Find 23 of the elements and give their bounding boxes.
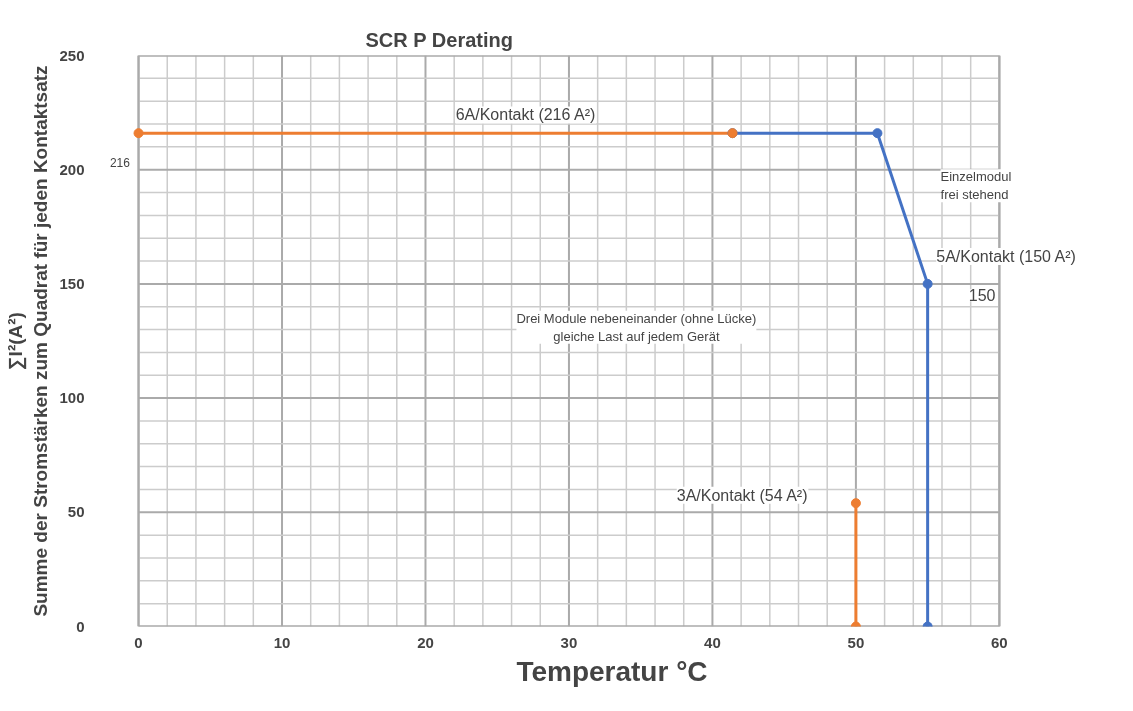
- annotation: 6A/Kontakt (216 A²): [455, 106, 596, 124]
- x-axis-title: Temperatur °C: [516, 655, 708, 687]
- annotation: Drei Module nebeneinander (ohne Lücke) gleiche Last auf jedem Gerät: [516, 310, 757, 344]
- y-axis-title: ∑I²(A²) Summe der Stromstärken zum Quadrat für jeden Kontaktsatz: [5, 65, 52, 617]
- y-tick-label: 250: [59, 46, 85, 64]
- chart-title: SCR P Derating: [365, 28, 513, 51]
- x-tick-label: 0: [134, 633, 143, 651]
- x-tick-label: 50: [847, 633, 865, 651]
- y-tick-label: 150: [59, 274, 85, 292]
- y-tick-label: 0: [76, 617, 85, 635]
- x-tick-label: 10: [273, 633, 291, 651]
- annotation: 150: [968, 287, 996, 305]
- y-tick-label: 100: [59, 389, 85, 407]
- y-tick-label: 50: [67, 503, 85, 521]
- text: 216: [109, 156, 131, 171]
- annotation: Einzelmodul frei stehend: [940, 169, 1012, 203]
- x-tick-label: 30: [560, 633, 578, 651]
- y-tick-label: 200: [59, 160, 85, 178]
- x-tick-label: 60: [991, 633, 1008, 651]
- x-tick-label: 20: [417, 633, 434, 651]
- annotation: 5A/Kontakt (150 A²): [936, 247, 1076, 265]
- annotation: 3A/Kontakt (54 A²): [676, 486, 808, 504]
- x-tick-label: 40: [704, 633, 721, 651]
